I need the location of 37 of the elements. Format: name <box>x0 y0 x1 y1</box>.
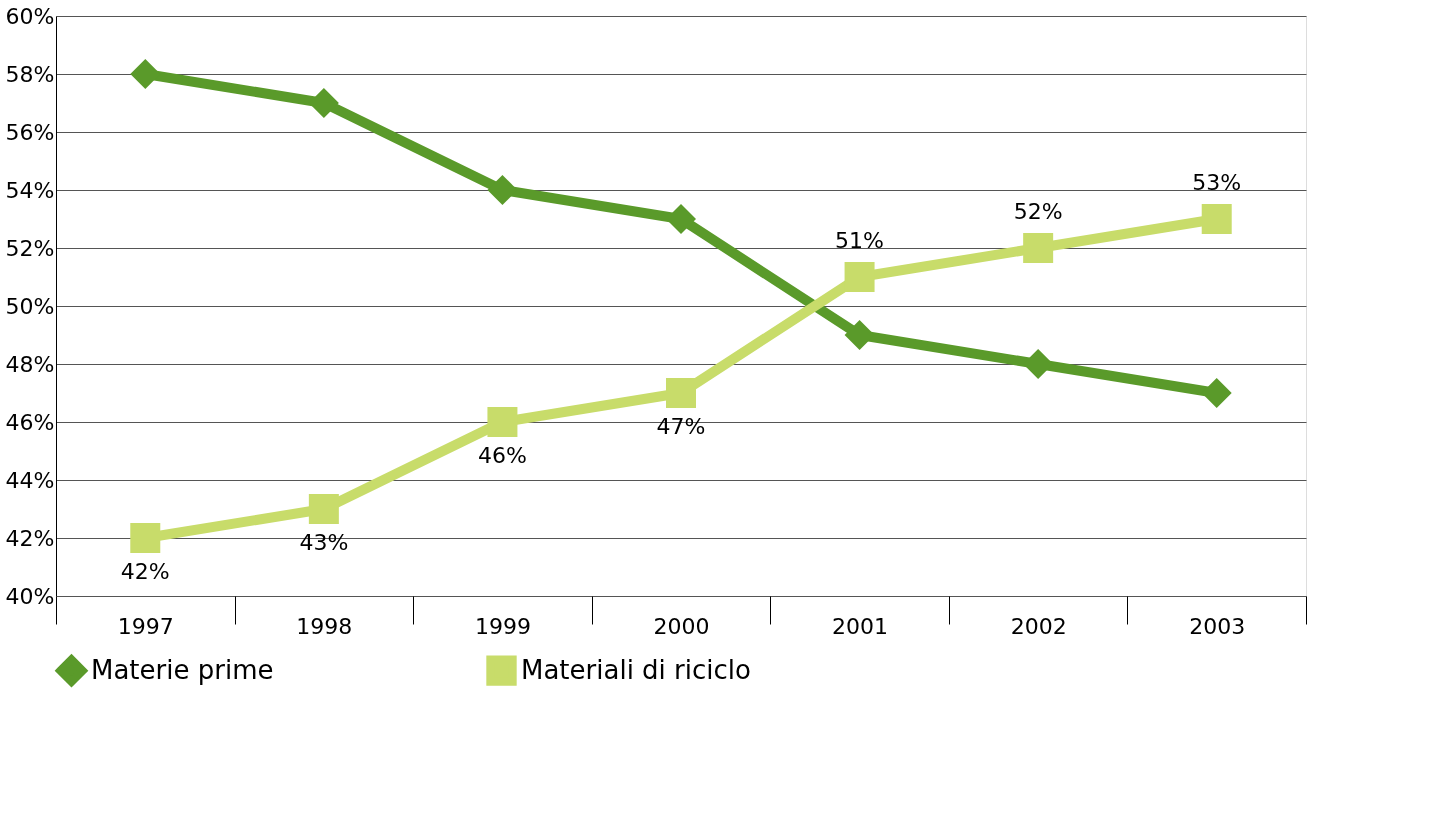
point <box>487 407 518 437</box>
x-tick-label: 2001 <box>832 613 889 639</box>
point <box>308 494 339 524</box>
legend-label: Materie prime <box>91 654 274 685</box>
x-tick-label: 1998 <box>296 613 353 639</box>
y-tick-label: 48% <box>5 351 55 377</box>
x-tick-label: 1999 <box>474 613 531 639</box>
data-label: 42% <box>120 559 170 584</box>
y-tick-label: 44% <box>5 467 55 493</box>
y-tick-label: 58% <box>5 61 55 87</box>
point <box>487 175 518 205</box>
data-label: 51% <box>835 228 885 253</box>
y-tick-label: 50% <box>5 293 55 319</box>
point <box>666 378 696 408</box>
point <box>1023 233 1054 263</box>
point <box>130 59 161 89</box>
data-label: 46% <box>477 443 527 468</box>
y-tick-label: 40% <box>5 583 55 609</box>
y-tick-label: 46% <box>5 409 55 435</box>
x-tick-label: 2000 <box>653 613 710 639</box>
y-tick-label: 52% <box>5 235 55 261</box>
point <box>666 204 696 234</box>
x-tick-label: 1997 <box>117 613 174 639</box>
y-tick-label: 56% <box>5 119 55 145</box>
x-tick-label: 2003 <box>1189 613 1246 639</box>
x-tick-label: 2002 <box>1010 613 1067 639</box>
point <box>1201 204 1232 234</box>
data-label: 53% <box>1192 170 1242 195</box>
data-label: 52% <box>1013 199 1063 224</box>
y-tick-label: 54% <box>5 177 55 203</box>
point <box>130 523 161 553</box>
y-tick-label: 60% <box>5 3 55 29</box>
legend-label: Materiali di riciclo <box>521 654 751 685</box>
point <box>1201 378 1232 408</box>
y-tick-label: 42% <box>5 525 55 551</box>
point <box>844 320 875 350</box>
point <box>844 262 875 292</box>
